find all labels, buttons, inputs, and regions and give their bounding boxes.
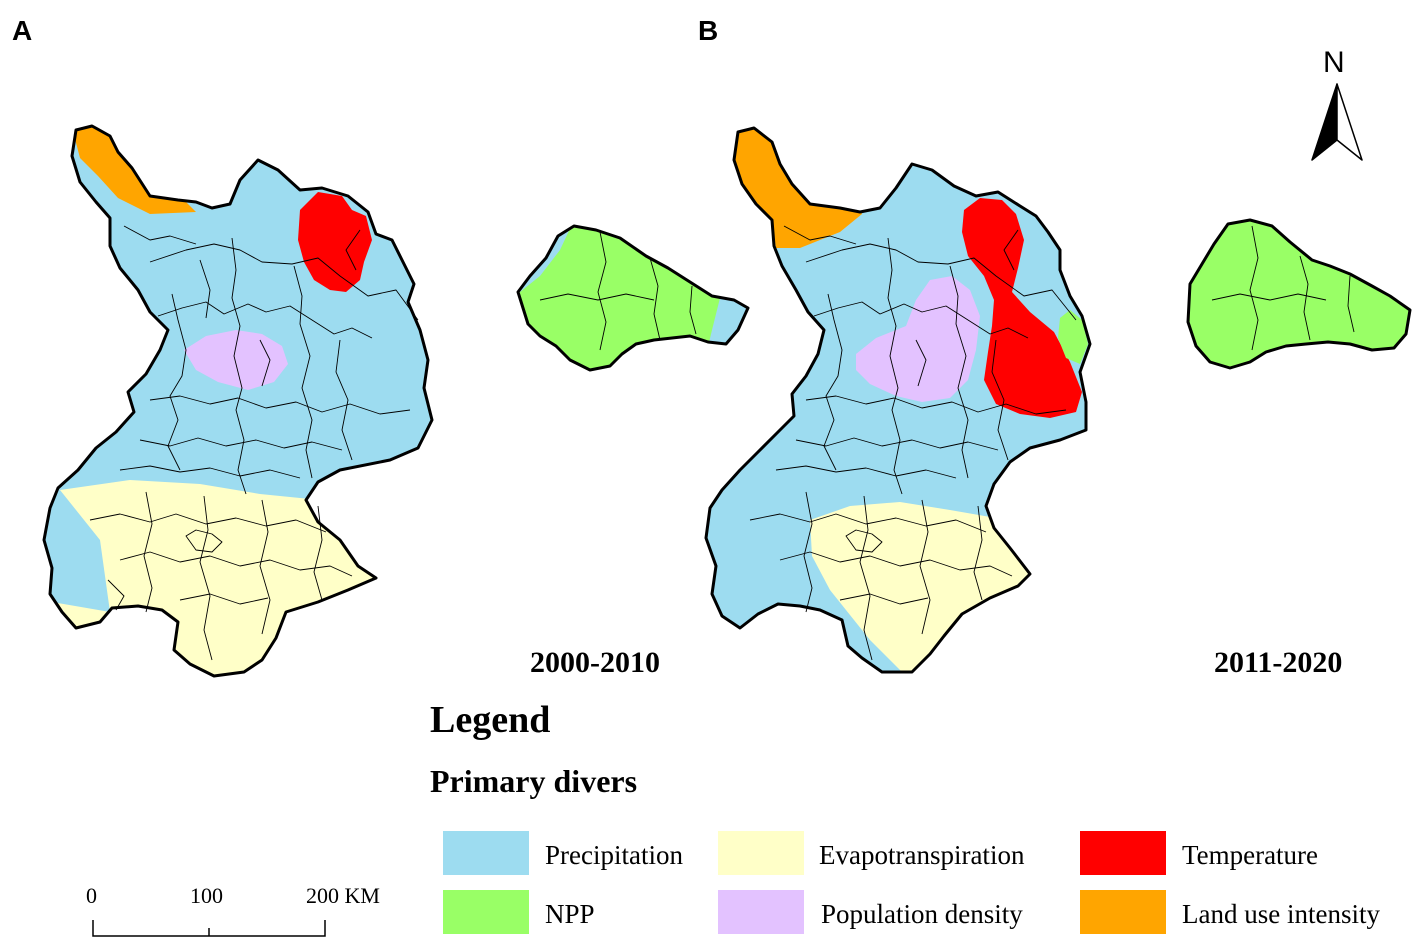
region-evapotranspiration-b bbox=[810, 502, 1040, 672]
region-temperature-a bbox=[298, 192, 372, 292]
legend-label-population-density: Population density bbox=[821, 899, 1023, 929]
legend-swatch-npp bbox=[443, 890, 529, 934]
map-panel-a bbox=[42, 124, 750, 678]
legend-swatch-precipitation bbox=[443, 831, 529, 875]
legend-swatch-land-use-intensity bbox=[1080, 890, 1166, 934]
county-boundaries-a2 bbox=[539, 231, 697, 351]
legend-subtitle: Primary divers bbox=[430, 763, 637, 799]
legend-label-npp: NPP bbox=[545, 899, 595, 929]
region-npp-a2 bbox=[518, 226, 748, 370]
region-npp-b bbox=[1058, 310, 1088, 364]
legend-label-temperature: Temperature bbox=[1182, 840, 1318, 870]
panel-label-b: B bbox=[698, 15, 718, 46]
period-label-b: 2011-2020 bbox=[1214, 646, 1342, 679]
scale-tick-100: 100 bbox=[190, 883, 223, 908]
map-b-outline bbox=[704, 126, 1092, 674]
scale-bar: 0 100 200 KM bbox=[86, 883, 380, 937]
legend-label-precipitation: Precipitation bbox=[545, 840, 683, 870]
panel-label-a: A bbox=[12, 15, 32, 46]
county-boundaries-b bbox=[749, 225, 1077, 661]
county-boundaries-b2 bbox=[1211, 225, 1355, 351]
region-land-use-intensity-b bbox=[732, 128, 862, 248]
legend-swatch-temperature bbox=[1080, 831, 1166, 875]
legend-swatch-evapotranspiration bbox=[718, 831, 804, 875]
legend-swatch-population-density bbox=[718, 890, 804, 934]
map-b2-drivers bbox=[1188, 220, 1410, 368]
legend-label-evapotranspiration: Evapotranspiration bbox=[819, 840, 1025, 870]
region-npp-b2 bbox=[1188, 220, 1410, 368]
legend-label-land-use-intensity: Land use intensity bbox=[1182, 899, 1380, 929]
map-a2-drivers bbox=[518, 226, 748, 370]
map-b2-outline bbox=[1186, 218, 1412, 370]
scale-tick-0: 0 bbox=[86, 883, 97, 908]
period-label-a: 2000-2010 bbox=[530, 646, 660, 679]
map-panel-b bbox=[704, 126, 1412, 674]
map-a2-outline bbox=[516, 224, 750, 372]
region-temperature-b bbox=[962, 198, 1082, 418]
scale-tick-200: 200 KM bbox=[306, 883, 380, 908]
map-a-outline bbox=[42, 124, 434, 678]
north-arrow-label: N bbox=[1323, 46, 1345, 79]
north-arrow-icon: N bbox=[1311, 46, 1363, 161]
county-boundaries-a bbox=[89, 225, 419, 661]
legend: Legend Primary divers Precipitation Evap… bbox=[430, 699, 1380, 934]
legend-title: Legend bbox=[430, 699, 550, 741]
scale-bar-line bbox=[92, 920, 326, 937]
